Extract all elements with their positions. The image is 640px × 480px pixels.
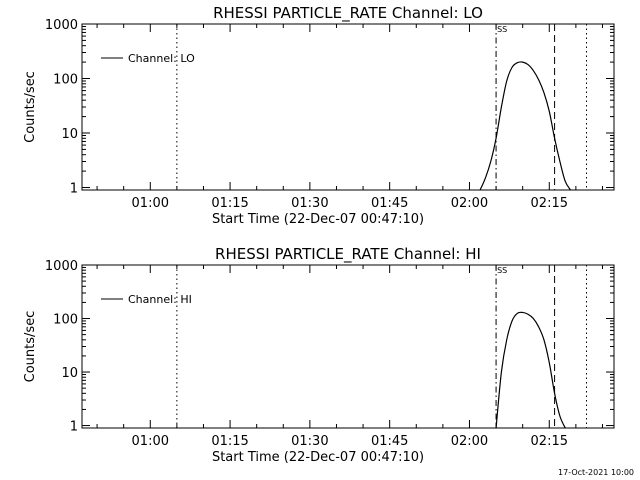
x-axis-label: Start Time (22-Dec-07 00:47:10): [212, 450, 424, 465]
x-tick-label: 01:15: [211, 434, 248, 449]
series-line: [495, 311, 566, 428]
x-tick-label: 01:45: [371, 434, 408, 449]
legend-label: Channel: LO: [128, 52, 195, 65]
y-tick-label: 100: [53, 313, 78, 328]
x-tick-label: 02:15: [531, 434, 568, 449]
x-tick-label: 01:00: [132, 196, 169, 211]
marker-label: SS: [497, 25, 507, 34]
y-tick-label: 10: [61, 366, 78, 381]
chart-panel-2: RHESSI PARTICLE_RATE Channel: HI 1 10 100 10…: [23, 245, 615, 465]
x-tick-label: 02:00: [451, 196, 488, 211]
legend-label: Channel: HI: [128, 293, 192, 306]
y-tick-label: 1000: [45, 259, 78, 274]
marker-label: SS: [497, 266, 507, 275]
y-axis-label: Counts/sec: [23, 311, 38, 383]
chart-title: RHESSI PARTICLE_RATE Channel: HI: [215, 245, 481, 264]
plot-frame: [81, 264, 615, 429]
x-tick-label: 01:15: [211, 196, 248, 211]
x-tick-label: 02:00: [451, 434, 488, 449]
x-axis-label: Start Time (22-Dec-07 00:47:10): [212, 212, 424, 227]
chart-panel-1: RHESSI PARTICLE_RATE Channel: LO 1 10 100 10…: [23, 4, 615, 227]
y-tick-label: 1000: [45, 18, 78, 33]
y-tick-label: 10: [61, 127, 78, 142]
y-tick-label: 1: [70, 182, 78, 197]
footer-timestamp: 17-Oct-2021 10:00: [558, 468, 634, 477]
x-tick-label: 01:30: [291, 196, 328, 211]
y-tick-label: 100: [53, 73, 78, 88]
x-tick-label: 01:45: [371, 196, 408, 211]
x-tick-label: 02:15: [531, 196, 568, 211]
y-tick-label: 1: [70, 420, 78, 435]
y-axis-label: Counts/sec: [23, 71, 38, 143]
x-tick-label: 01:30: [291, 434, 328, 449]
x-tick-label: 01:00: [132, 434, 169, 449]
chart-title: RHESSI PARTICLE_RATE Channel: LO: [213, 4, 483, 23]
series-line: [479, 61, 572, 190]
plot-frame: [81, 23, 615, 191]
